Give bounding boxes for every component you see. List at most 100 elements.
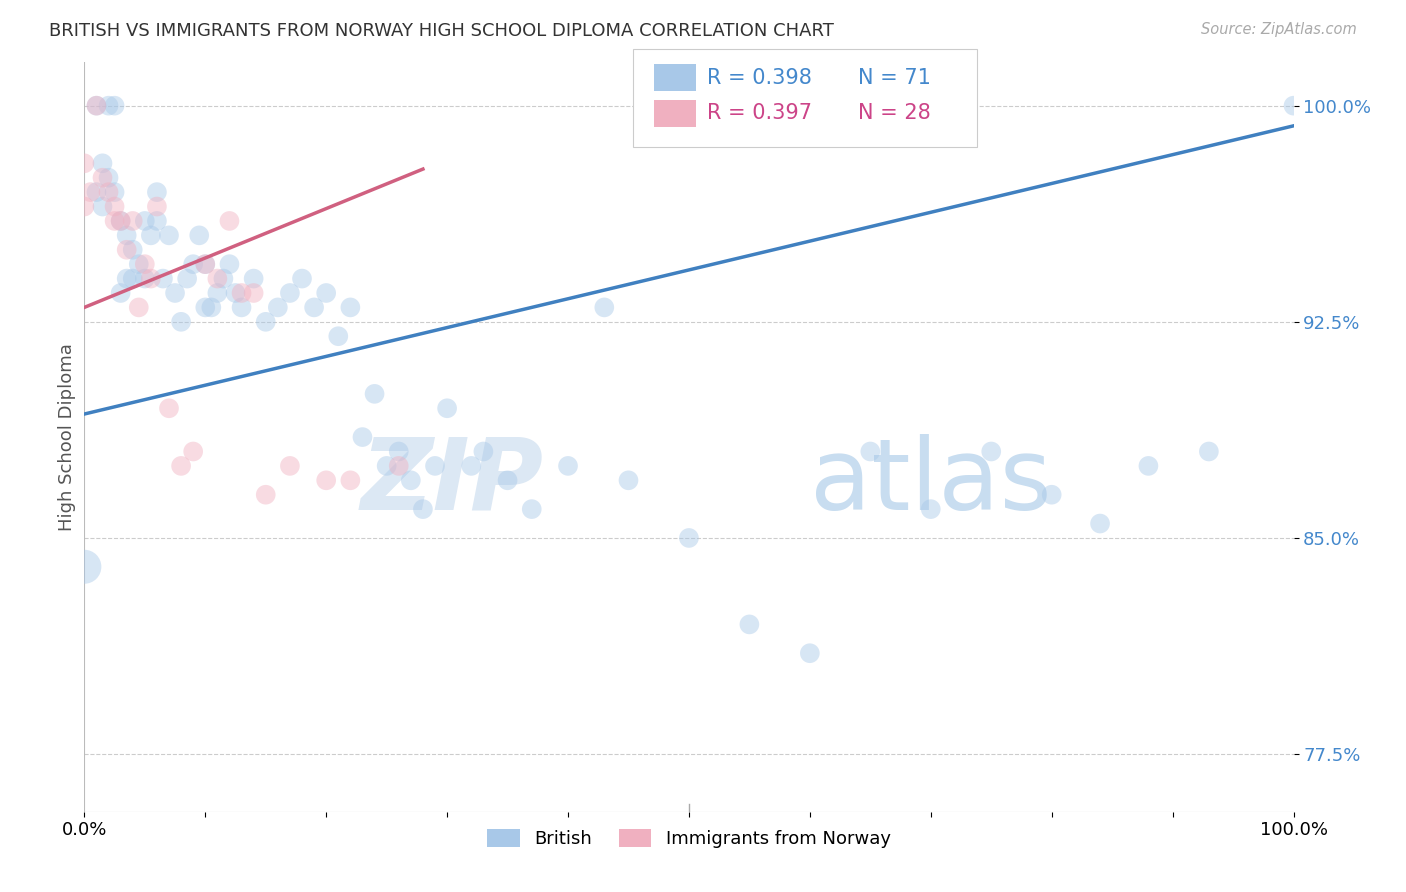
Point: [278, 458, 301, 473]
Point: [460, 458, 482, 473]
Point: [315, 285, 337, 300]
Point: [115, 228, 138, 243]
Point: [291, 271, 314, 285]
Point: [104, 185, 127, 199]
Point: [388, 444, 411, 458]
Point: [412, 502, 434, 516]
Point: [242, 285, 264, 300]
Point: [436, 401, 458, 416]
Point: [115, 271, 138, 285]
Point: [375, 458, 398, 473]
Point: [128, 257, 150, 271]
Point: [152, 271, 174, 285]
Point: [1137, 458, 1160, 473]
Point: [399, 473, 422, 487]
Point: [97, 98, 120, 112]
Point: [157, 401, 180, 416]
Point: [980, 444, 1002, 458]
Point: [231, 301, 253, 315]
Point: [207, 285, 229, 300]
Point: [121, 243, 143, 257]
Point: [115, 243, 138, 257]
Point: [91, 170, 114, 185]
Point: [91, 200, 114, 214]
Text: BRITISH VS IMMIGRANTS FROM NORWAY HIGH SCHOOL DIPLOMA CORRELATION CHART: BRITISH VS IMMIGRANTS FROM NORWAY HIGH S…: [49, 22, 834, 40]
Point: [302, 301, 325, 315]
Text: N = 71: N = 71: [858, 68, 931, 87]
Text: ZIP: ZIP: [361, 434, 544, 531]
Point: [146, 214, 169, 228]
Point: [110, 214, 132, 228]
Point: [388, 458, 411, 473]
Point: [472, 444, 495, 458]
Point: [352, 430, 374, 444]
Point: [146, 200, 169, 214]
Point: [181, 257, 204, 271]
Point: [200, 301, 222, 315]
Point: [267, 301, 290, 315]
Point: [146, 185, 169, 199]
Point: [738, 617, 761, 632]
Point: [170, 458, 193, 473]
Point: [315, 473, 337, 487]
Point: [139, 228, 162, 243]
Point: [328, 329, 350, 343]
Point: [188, 228, 211, 243]
Point: [176, 271, 198, 285]
Point: [496, 473, 519, 487]
Text: atlas: atlas: [810, 434, 1052, 531]
Point: [194, 257, 217, 271]
Point: [678, 531, 700, 545]
Point: [79, 185, 101, 199]
Text: Source: ZipAtlas.com: Source: ZipAtlas.com: [1201, 22, 1357, 37]
Point: [231, 285, 253, 300]
Point: [339, 301, 361, 315]
Point: [181, 444, 204, 458]
Y-axis label: High School Diploma: High School Diploma: [58, 343, 76, 531]
Point: [207, 271, 229, 285]
Point: [134, 271, 156, 285]
Point: [1198, 444, 1220, 458]
Point: [170, 315, 193, 329]
Point: [218, 214, 240, 228]
Point: [157, 228, 180, 243]
Point: [134, 257, 156, 271]
Point: [165, 285, 187, 300]
Text: N = 28: N = 28: [858, 103, 931, 123]
Point: [194, 257, 217, 271]
Point: [121, 271, 143, 285]
Point: [104, 214, 127, 228]
Point: [73, 559, 96, 574]
Point: [73, 200, 96, 214]
Point: [134, 214, 156, 228]
Point: [110, 285, 132, 300]
Point: [225, 285, 247, 300]
Point: [121, 214, 143, 228]
Point: [920, 502, 942, 516]
Point: [339, 473, 361, 487]
Point: [218, 257, 240, 271]
Point: [423, 458, 446, 473]
Point: [212, 271, 235, 285]
Point: [86, 98, 108, 112]
Point: [1040, 488, 1063, 502]
Legend: British, Immigrants from Norway: British, Immigrants from Norway: [479, 822, 898, 855]
Point: [859, 444, 882, 458]
Point: [110, 214, 132, 228]
Point: [194, 301, 217, 315]
Point: [254, 315, 277, 329]
Point: [363, 387, 385, 401]
Point: [97, 185, 120, 199]
Point: [86, 185, 108, 199]
Point: [1088, 516, 1111, 531]
Text: R = 0.397: R = 0.397: [707, 103, 813, 123]
Point: [278, 285, 301, 300]
Point: [104, 98, 127, 112]
Point: [254, 488, 277, 502]
Point: [242, 271, 264, 285]
Point: [1282, 98, 1305, 112]
Point: [91, 156, 114, 170]
Point: [593, 301, 616, 315]
Text: R = 0.398: R = 0.398: [707, 68, 813, 87]
Point: [73, 156, 96, 170]
